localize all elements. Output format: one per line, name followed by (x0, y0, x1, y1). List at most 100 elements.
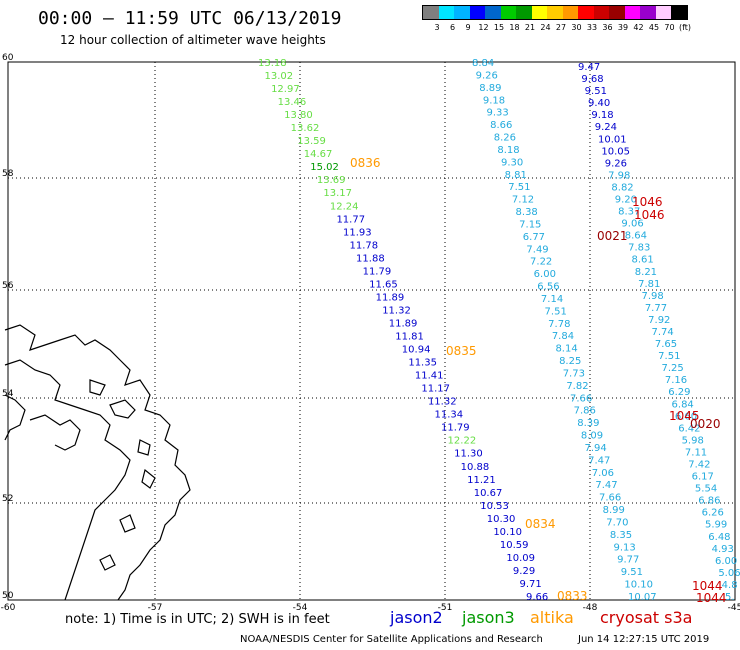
legend-jason2: jason2 (390, 608, 443, 627)
legend-altika: altika (530, 608, 574, 627)
wave-height-value: 10.53 (480, 501, 509, 512)
wave-height-value: 13.80 (284, 110, 313, 121)
footer-credit: NOAA/NESDIS Center for Satellite Applica… (240, 634, 543, 645)
wave-height-value: 9.13 (613, 542, 635, 553)
lon-label: -54 (293, 603, 308, 613)
wave-height-value: 9.77 (617, 555, 639, 566)
wave-height-value: 7.92 (648, 315, 670, 326)
wave-height-value: 6.00 (534, 269, 556, 280)
wave-height-value: 11.34 (434, 410, 463, 421)
pass-time-label: 1044 (696, 591, 727, 605)
wave-height-value: 9.47 (578, 62, 600, 73)
wave-height-value: 9.66 (526, 592, 548, 603)
altimeter-tracks: 13.18 13.02 12.97 13.46 13.80 13.62 13.59 14.67… (258, 58, 740, 605)
wave-height-value: 10.01 (598, 134, 627, 145)
wave-height-value: 4.8 (722, 580, 738, 591)
wave-height-value: 10.10 (624, 580, 653, 591)
scale-label: 6 (449, 23, 456, 32)
wave-height-value: 8.82 (611, 182, 633, 193)
wave-height-value: 13.02 (265, 71, 294, 82)
scale-swatch (423, 6, 439, 19)
wave-height-value: 8.66 (490, 120, 512, 131)
scale-label: 30 (571, 23, 582, 32)
scale-swatch (624, 6, 640, 19)
pass-time-label: 0835 (446, 344, 477, 358)
wave-height-value: 11.17 (421, 384, 450, 395)
wave-height-value: 9.68 (581, 74, 603, 85)
wave-height-value: 12.22 (448, 436, 477, 447)
scale-swatch (500, 6, 516, 19)
wave-height-value: 8.37 (618, 207, 640, 218)
wave-height-value: 8.61 (631, 255, 653, 266)
wave-height-value: 10.30 (487, 514, 516, 525)
wave-height-value: 7.74 (652, 327, 674, 338)
scale-label: 12 (478, 23, 489, 32)
scale-swatch (609, 6, 625, 19)
wave-height-value: 7.78 (548, 319, 570, 330)
wave-height-value: 5.98 (682, 435, 704, 446)
wave-height-value: 8.25 (559, 356, 581, 367)
wave-height-value: 9.30 (501, 157, 523, 168)
wave-height-value: 7.22 (530, 257, 552, 268)
scale-label: (ft) (678, 23, 692, 32)
wave-height-value: 8.21 (635, 267, 657, 278)
wave-height-value: 9.51 (585, 86, 607, 97)
wave-height-value: 8.35 (610, 530, 632, 541)
lat-label: 58 (2, 169, 14, 179)
wave-height-value: 7.98 (641, 291, 663, 302)
wave-height-value: 7.84 (552, 331, 574, 342)
map-frame (7, 61, 736, 601)
lon-label: -57 (148, 603, 163, 613)
wave-height-value: 8.64 (625, 231, 647, 242)
wave-height-value: 11.77 (336, 214, 365, 225)
wave-height-value: 9.06 (621, 219, 643, 230)
wave-height-value: 7.77 (645, 303, 667, 314)
wave-height-value: 12.24 (330, 201, 359, 212)
scale-swatch (469, 6, 485, 19)
wave-height-value: 7.94 (584, 443, 606, 454)
wave-height-value: 4.93 (712, 544, 734, 555)
wave-height-value: 9.51 (621, 567, 643, 578)
scale-label: 70 (664, 23, 675, 32)
wave-height-value: 9.40 (588, 98, 610, 109)
scale-label: 27 (555, 23, 567, 32)
wave-height-value: 13.69 (317, 175, 346, 186)
wave-height-value: 13.62 (291, 123, 320, 134)
wave-height-value: 8.84 (472, 58, 494, 69)
wave-height-value: 7.47 (588, 455, 610, 466)
legend-jason3: jason3 (462, 608, 515, 627)
wave-height-value: 5.54 (695, 484, 717, 495)
scale-label: 33 (586, 23, 598, 32)
pass-time-label: 0834 (525, 517, 556, 531)
wave-height-value: 7.66 (570, 393, 592, 404)
pass-time-label: 1044 (692, 579, 723, 593)
wave-height-value: 6.48 (708, 532, 730, 543)
scale-label: 36 (602, 23, 613, 32)
scale-label: 21 (524, 23, 536, 32)
wave-height-value: 6.29 (668, 387, 690, 398)
wave-height-value: 11.89 (389, 318, 418, 329)
scale-label: 9 (465, 23, 471, 32)
scale-swatch (531, 6, 547, 19)
wave-height-value: 7.25 (662, 363, 684, 374)
wave-height-value: 8.26 (494, 133, 516, 144)
wave-height-value: 8.18 (497, 145, 519, 156)
wave-height-value: 10.07 (628, 592, 657, 603)
scale-swatch (438, 6, 454, 19)
lat-label: 50 (2, 591, 14, 601)
lat-label: 56 (2, 281, 14, 291)
wave-height-value: 5.06 (718, 568, 740, 579)
pass-time-label: 1046 (632, 195, 663, 209)
color-scale-labels: 3 6 9 12 15 18 21 24 27 30 33 36 39 42 45 70 (ft) (422, 20, 691, 32)
wave-height-value: 11.79 (363, 266, 392, 277)
wave-height-value: 6.42 (678, 423, 700, 434)
scale-swatch (562, 6, 578, 19)
wave-height-value: 9.24 (595, 122, 617, 133)
scale-label: 45 (648, 23, 660, 32)
map-subtitle: 12 hour collection of altimeter wave hei… (60, 33, 326, 47)
wave-height-value: 8.09 (581, 431, 603, 442)
wave-height-value: 7.70 (606, 517, 628, 528)
wave-height-value: 7.98 (608, 170, 630, 181)
wave-height-value: 7.06 (592, 468, 614, 479)
wave-height-value: 11.32 (382, 305, 411, 316)
